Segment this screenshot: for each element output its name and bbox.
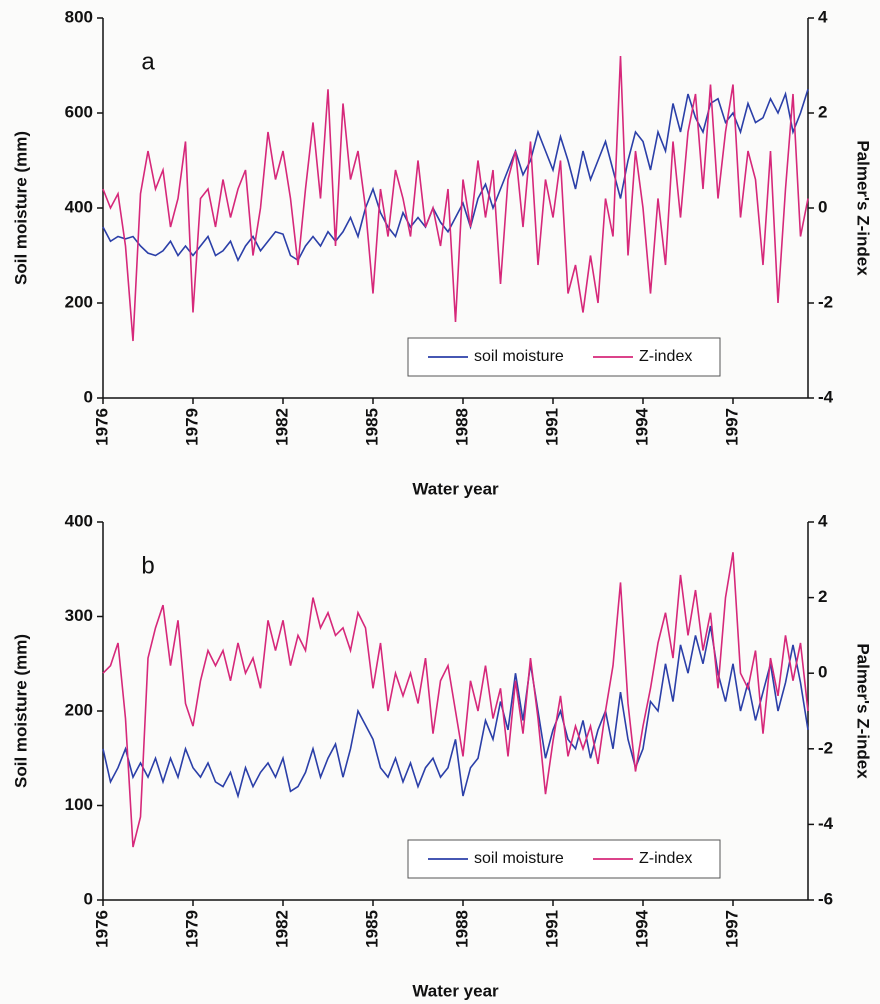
x-tick-label: 1976 (92, 408, 111, 446)
x-tick-label: 1979 (182, 910, 201, 948)
y-axis-title: Soil moisture (mm) (11, 131, 30, 285)
y2-tick-label: 4 (818, 7, 828, 26)
legend-label: Z-index (639, 850, 692, 867)
y-tick-label: 600 (65, 102, 93, 121)
series-line (102, 89, 809, 263)
y2-tick-label: -4 (818, 387, 834, 406)
y2-tick-label: 2 (818, 102, 827, 121)
x-tick-label: 1997 (722, 408, 741, 446)
legend-label: soil moisture (474, 850, 564, 867)
legend-label: Z-index (639, 348, 692, 365)
x-axis-title: Water year (412, 479, 499, 498)
series-line (102, 55, 809, 342)
y2-tick-label: 2 (818, 587, 827, 606)
x-tick-label: 1994 (632, 407, 651, 445)
y-tick-label: 200 (65, 292, 93, 311)
panel-label: b (141, 552, 154, 579)
y-tick-label: 200 (65, 700, 93, 719)
y2-axis-title: Palmer's Z-index (854, 643, 873, 779)
y-axis-title: Soil moisture (mm) (11, 634, 30, 788)
y-tick-label: 300 (65, 606, 93, 625)
x-tick-label: 1985 (362, 408, 381, 446)
x-tick-label: 1985 (362, 910, 381, 948)
y2-tick-label: -2 (818, 738, 833, 757)
y-tick-label: 400 (65, 197, 93, 216)
y2-axis-title: Palmer's Z-index (854, 140, 873, 276)
series-line (102, 625, 809, 799)
series-line (102, 552, 809, 848)
y-tick-label: 400 (65, 511, 93, 530)
x-tick-label: 1982 (272, 408, 291, 446)
panel-label: a (141, 48, 155, 75)
y2-tick-label: -2 (818, 292, 833, 311)
y-tick-label: 100 (65, 795, 93, 814)
x-axis-title: Water year (412, 981, 499, 1000)
x-tick-label: 1997 (722, 910, 741, 948)
y-tick-label: 800 (65, 7, 93, 26)
x-tick-label: 1982 (272, 910, 291, 948)
x-tick-label: 1988 (452, 910, 471, 948)
x-tick-label: 1988 (452, 408, 471, 446)
x-tick-label: 1976 (92, 910, 111, 948)
legend-label: soil moisture (474, 348, 564, 365)
y-tick-label: 0 (84, 889, 93, 908)
y2-tick-label: 0 (818, 663, 827, 682)
y2-tick-label: -4 (818, 814, 834, 833)
y2-tick-label: -6 (818, 889, 833, 908)
x-tick-label: 1994 (632, 909, 651, 947)
y-tick-label: 0 (84, 387, 93, 406)
y2-tick-label: 4 (818, 511, 828, 530)
x-tick-label: 1991 (542, 408, 561, 446)
x-tick-label: 1991 (542, 910, 561, 948)
x-tick-label: 1979 (182, 408, 201, 446)
y2-tick-label: 0 (818, 197, 827, 216)
